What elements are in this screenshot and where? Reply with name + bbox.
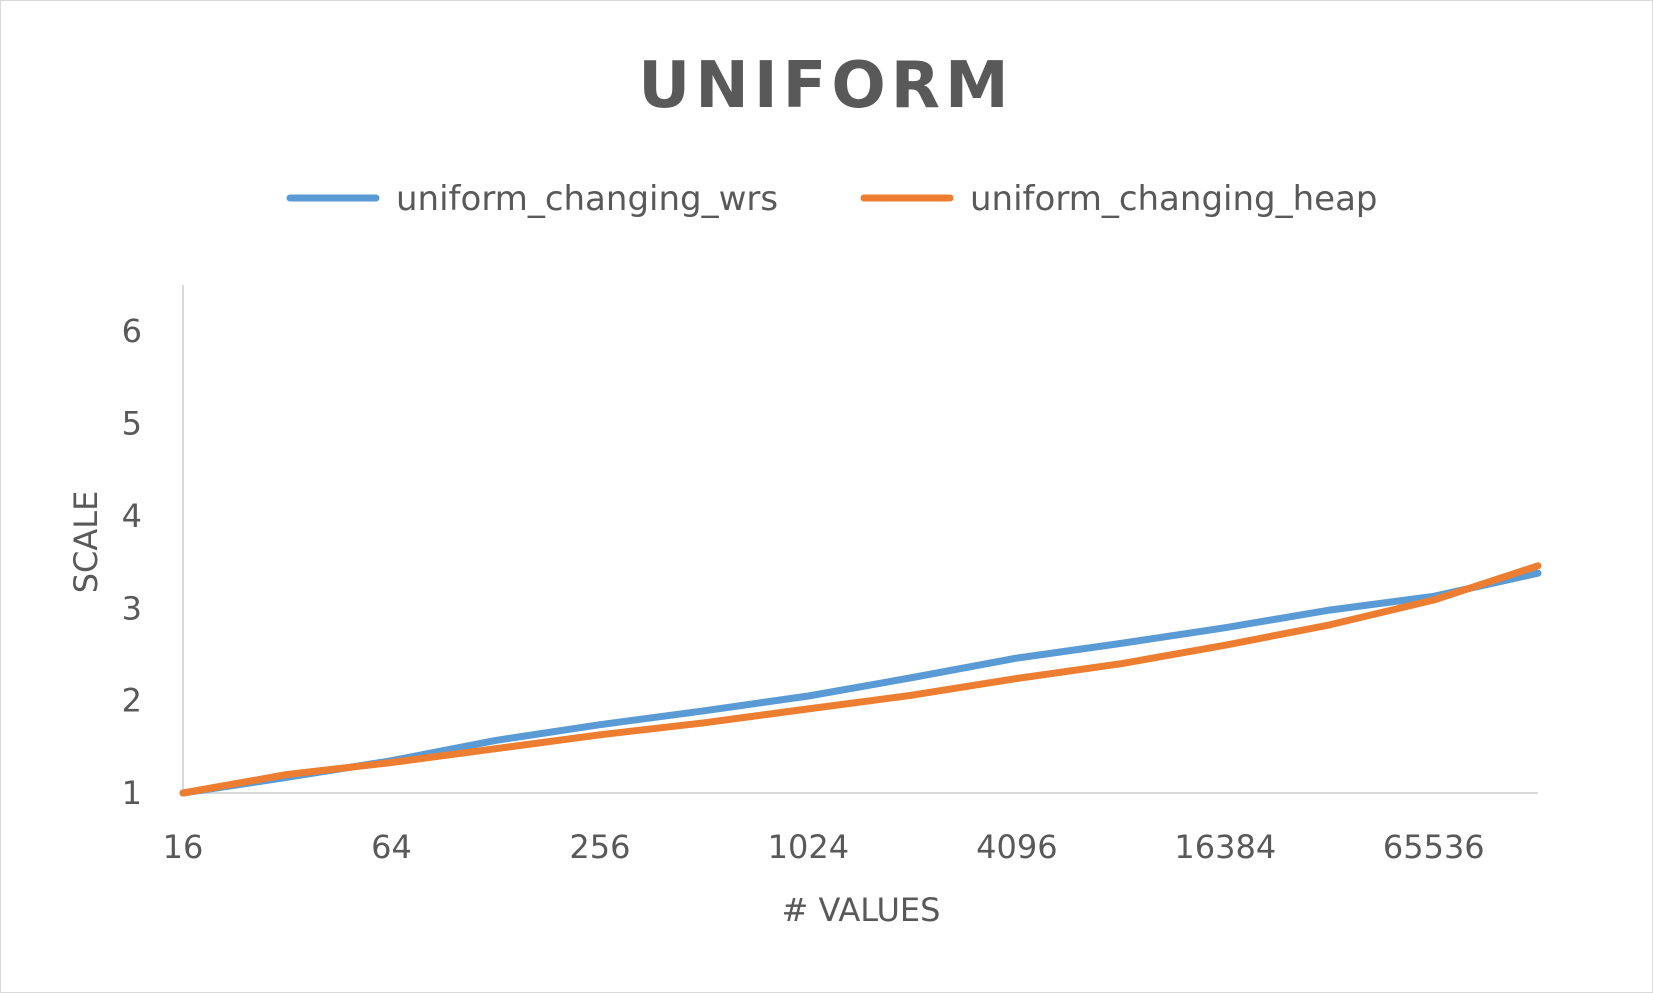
legend-label: uniform_changing_heap	[970, 179, 1378, 219]
series-group	[179, 562, 1542, 797]
legend-label: uniform_changing_wrs	[396, 179, 778, 219]
y-tick-label: 1	[122, 774, 142, 812]
x-tick-label: 65536	[1383, 828, 1485, 866]
x-axis-title: # VALUES	[782, 891, 941, 929]
y-tick-label: 5	[122, 405, 142, 443]
x-tick-label: 16	[163, 828, 204, 866]
legend-entry: uniform_changing_heap	[860, 179, 1378, 219]
x-tick-label: 4096	[976, 828, 1057, 866]
y-tick-label: 6	[122, 312, 142, 350]
legend: uniform_changing_wrs uniform_changing_hea…	[286, 179, 1378, 219]
y-tick-label: 2	[122, 682, 142, 720]
x-tick-label: 16384	[1174, 828, 1276, 866]
chart-title: UNIFORM	[638, 49, 1013, 123]
y-tick-label: 4	[122, 497, 142, 535]
legend-entry: uniform_changing_wrs	[286, 179, 778, 219]
x-tick-label: 256	[569, 828, 630, 866]
x-axis-ticks: 16 64 256 1024 4096 16384 65536	[163, 828, 1485, 866]
series-line-uniform_changing_heap	[179, 562, 1542, 797]
y-axis-title: SCALE	[67, 491, 105, 594]
y-tick-label: 3	[122, 589, 142, 627]
x-tick-label: 1024	[768, 828, 849, 866]
y-axis-ticks: 1 2 3 4 5 6	[122, 312, 142, 812]
x-tick-label: 64	[371, 828, 412, 866]
